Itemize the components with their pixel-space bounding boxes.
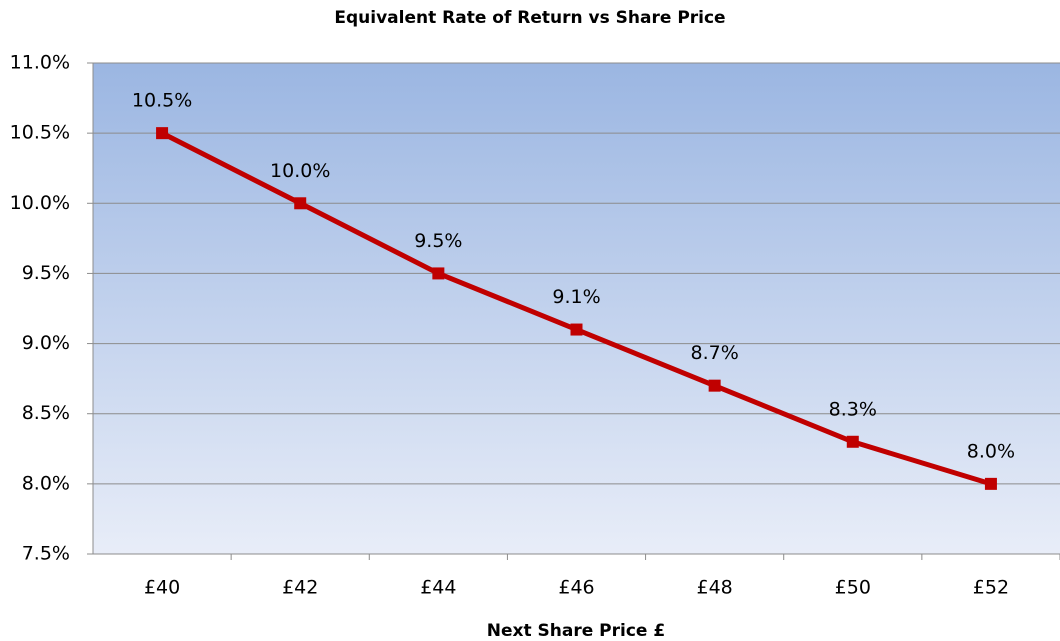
x-tick-label: £42 — [282, 577, 318, 599]
marker — [156, 127, 169, 140]
y-tick-label: 7.5% — [22, 543, 70, 565]
data-label: 10.5% — [132, 90, 192, 112]
marker — [708, 379, 721, 392]
x-tick-label: £40 — [144, 577, 180, 599]
y-tick-label: 11.0% — [10, 52, 70, 74]
x-tick-label: £46 — [558, 577, 594, 599]
marker — [570, 323, 583, 336]
marker — [294, 197, 307, 210]
data-label: 9.1% — [552, 286, 600, 308]
y-tick-label: 10.5% — [10, 122, 70, 144]
data-label: 8.7% — [691, 342, 739, 364]
data-label: 10.0% — [270, 160, 330, 182]
plot-area — [93, 63, 1060, 554]
x-tick-label: £52 — [973, 577, 1009, 599]
x-axis-label: Next Share Price £ — [487, 621, 665, 641]
x-tick-label: £44 — [420, 577, 456, 599]
x-tick-label: £48 — [697, 577, 733, 599]
marker — [984, 477, 997, 490]
data-label: 8.0% — [967, 440, 1015, 462]
marker — [846, 435, 859, 448]
y-tick-label: 10.0% — [10, 192, 70, 214]
y-tick-label: 9.5% — [22, 262, 70, 284]
data-label: 8.3% — [829, 398, 877, 420]
marker — [432, 267, 445, 280]
y-tick-label: 8.5% — [22, 402, 70, 424]
x-tick-label: £50 — [835, 577, 871, 599]
y-tick-label: 9.0% — [22, 332, 70, 354]
data-label: 9.5% — [414, 230, 462, 252]
y-tick-label: 8.0% — [22, 472, 70, 494]
chart-title: Equivalent Rate of Return vs Share Price — [334, 8, 725, 28]
